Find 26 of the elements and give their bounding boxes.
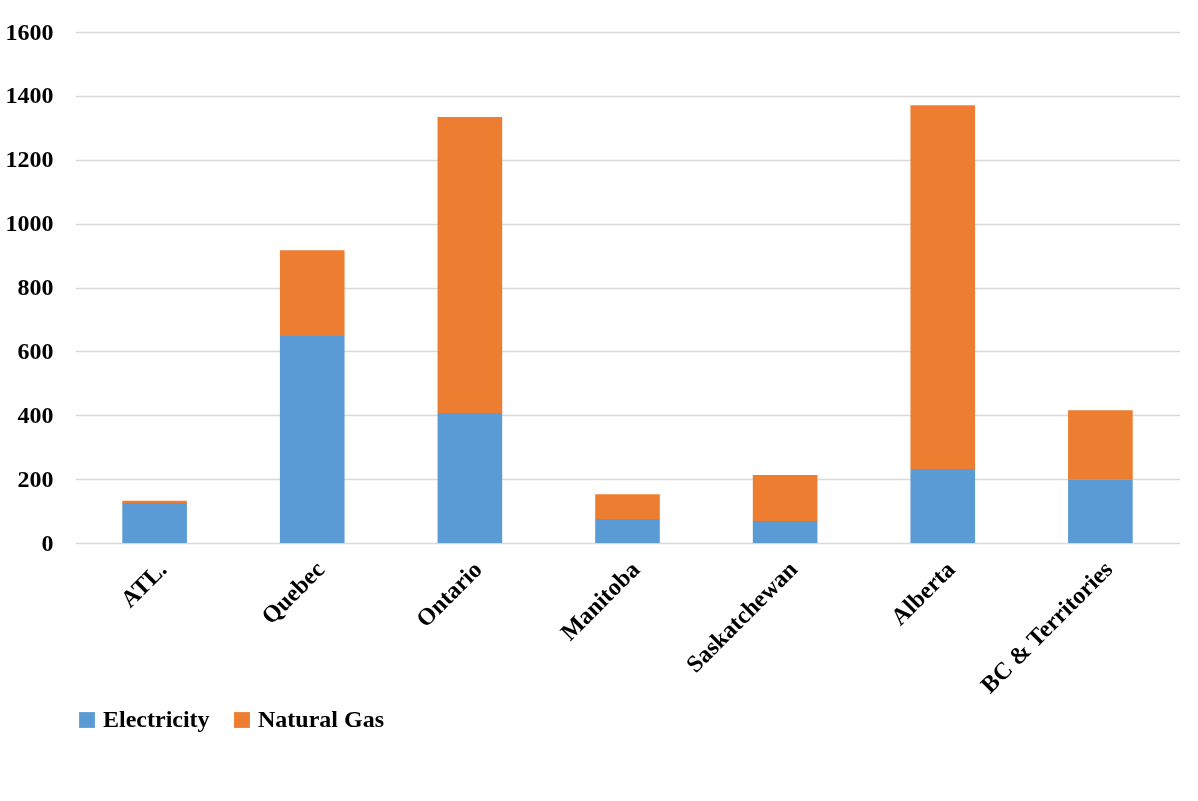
- bar: [910, 468, 976, 543]
- bar: [279, 250, 345, 337]
- bar: [122, 503, 187, 543]
- bar: [595, 519, 660, 543]
- y-tick-label: 200: [17, 465, 54, 492]
- bar: [122, 500, 187, 504]
- y-tick-label: 1000: [5, 210, 54, 237]
- bar: [279, 336, 345, 543]
- bar: [1068, 479, 1133, 543]
- bar: [752, 474, 818, 521]
- y-tick-label: 400: [17, 401, 54, 428]
- y-tick-label: 1200: [5, 146, 54, 173]
- bar: [437, 116, 503, 414]
- bar: [595, 494, 660, 520]
- y-tick-label: 800: [17, 274, 54, 300]
- y-tick-label: 1600: [5, 18, 54, 45]
- bar: [910, 105, 976, 469]
- bar: [1068, 410, 1133, 480]
- legend-label: Electricity: [103, 706, 210, 732]
- bar: [437, 413, 503, 543]
- y-tick-label: 0: [41, 529, 54, 556]
- x-tick-label: ATL.: [115, 556, 172, 613]
- y-tick-label: 600: [17, 337, 54, 364]
- y-tick-label: 1400: [5, 82, 54, 109]
- legend-label: Natural Gas: [258, 706, 384, 732]
- bar: [752, 520, 818, 543]
